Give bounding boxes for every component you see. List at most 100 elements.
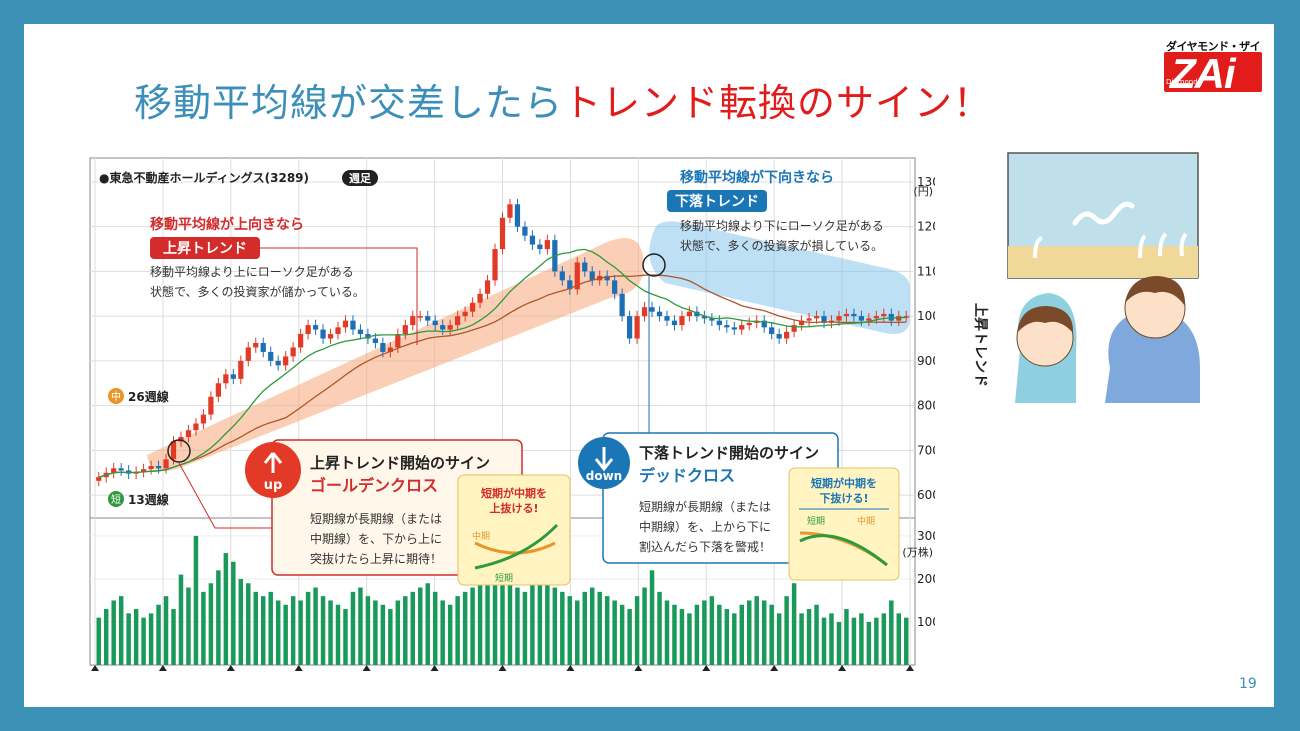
price-axis: 1300 1200 1100 1000 900 800 700 600 bbox=[917, 175, 935, 502]
volume-bar bbox=[208, 583, 214, 665]
candle-body bbox=[170, 441, 177, 460]
period-badge: 週足 bbox=[349, 171, 372, 185]
volume-bar bbox=[238, 578, 244, 665]
volume-bar bbox=[477, 583, 483, 665]
volume-bar bbox=[604, 596, 610, 665]
volume-bar bbox=[806, 609, 812, 665]
candle-body bbox=[574, 262, 580, 290]
candle-body bbox=[380, 343, 386, 352]
candle-body bbox=[612, 280, 618, 294]
candle-body bbox=[245, 347, 251, 361]
volume-bar bbox=[739, 604, 745, 665]
golden-title: 上昇トレンド開始のサイン bbox=[310, 454, 490, 472]
date-tick-mark bbox=[362, 665, 371, 671]
volume-bar bbox=[896, 613, 902, 665]
date-tick-mark bbox=[770, 665, 779, 671]
aquarium-sand bbox=[1008, 246, 1198, 278]
volume-tick-label: 1000 bbox=[917, 615, 935, 629]
golden-leader bbox=[178, 462, 272, 529]
volume-bar bbox=[253, 591, 258, 665]
candle-body bbox=[268, 351, 274, 361]
volume-bar bbox=[485, 557, 490, 665]
volume-bar bbox=[432, 591, 438, 665]
volume-bar bbox=[717, 604, 722, 665]
volume-bar bbox=[440, 600, 445, 665]
candle-body bbox=[499, 217, 506, 250]
price-tick-label: 1300 bbox=[917, 175, 935, 189]
volume-bar bbox=[328, 600, 333, 665]
candle-body bbox=[656, 311, 663, 317]
volume-bar bbox=[814, 604, 819, 665]
candle-body bbox=[327, 334, 334, 339]
brand-logo: ダイヤモンド・ザイ ZAi Diamond bbox=[1162, 38, 1266, 110]
candle-body bbox=[769, 327, 775, 335]
candle-body bbox=[455, 316, 461, 326]
volume-bar bbox=[642, 587, 647, 665]
volume-bar bbox=[133, 609, 139, 665]
dead-inset-short-label: 短期 bbox=[807, 515, 825, 527]
golden-inset-line1: 短期が中期を bbox=[481, 486, 547, 500]
volume-bar bbox=[597, 591, 602, 665]
short-line-label: 13週線 bbox=[128, 492, 169, 507]
candle-body bbox=[873, 316, 879, 319]
volume-bar bbox=[754, 596, 759, 665]
volume-bar bbox=[836, 621, 842, 665]
date-tick-mark bbox=[634, 665, 643, 671]
candle-body bbox=[716, 320, 722, 326]
volume-bar bbox=[702, 600, 707, 665]
date-tick-mark bbox=[498, 665, 507, 671]
volume-bar bbox=[709, 596, 715, 665]
dead-desc-line3: 割込んだら下落を警戒！ bbox=[639, 539, 771, 554]
dead-inset-line1: 短期が中期を bbox=[811, 476, 877, 490]
up-desc-line1: 移動平均線より上にローソク足がある bbox=[150, 264, 354, 279]
volume-bar bbox=[462, 591, 468, 665]
candle-body bbox=[626, 316, 633, 339]
candle-body bbox=[357, 329, 364, 335]
volume-bar bbox=[619, 604, 625, 665]
short-badge: 短 bbox=[111, 493, 121, 506]
volume-bar bbox=[687, 613, 692, 665]
down-icon-label: down bbox=[586, 469, 622, 483]
candle-body bbox=[701, 316, 707, 319]
golden-name: ゴールデンクロス bbox=[310, 476, 438, 495]
volume-bar bbox=[410, 591, 416, 665]
candle-body bbox=[634, 316, 640, 339]
candle-body bbox=[784, 331, 790, 339]
up-trend-badge-bg bbox=[150, 237, 260, 259]
down-trend-band bbox=[649, 221, 910, 334]
volume-bar bbox=[634, 596, 640, 665]
volume-bar bbox=[305, 591, 311, 665]
volume-bar bbox=[552, 587, 558, 665]
volume-bar bbox=[201, 591, 206, 665]
date-tick-mark bbox=[294, 665, 303, 671]
candle-body bbox=[888, 313, 894, 321]
candle-body bbox=[193, 423, 199, 431]
candle-body bbox=[537, 244, 543, 250]
volume-bar bbox=[575, 600, 580, 665]
eel-icon-4 bbox=[1179, 232, 1188, 257]
volume-bar bbox=[515, 587, 520, 665]
volume-bar bbox=[851, 617, 857, 665]
date-tick-mark bbox=[906, 665, 914, 671]
volume-bar bbox=[859, 613, 864, 665]
candle-body bbox=[283, 356, 289, 366]
candle-body bbox=[507, 204, 513, 218]
dead-title: 下落トレンド開始のサイン bbox=[639, 444, 819, 462]
candle-body bbox=[238, 360, 244, 379]
volume-unit: (万株) bbox=[902, 545, 933, 559]
volume-bar bbox=[148, 613, 154, 665]
dead-desc-line2: 中期線）を、上から下に bbox=[639, 519, 771, 534]
candlesticks bbox=[96, 198, 909, 487]
slide-title: 移動平均線が交差したらトレンド転換のサイン！ bbox=[134, 72, 992, 127]
volume-bar bbox=[664, 600, 670, 665]
candle-body bbox=[208, 396, 214, 415]
person-left-hair bbox=[1017, 306, 1074, 333]
candle-body bbox=[858, 316, 865, 321]
golden-cross-marker bbox=[167, 439, 191, 463]
brand-zai: ZAi bbox=[1170, 50, 1236, 97]
eel-icon-1 bbox=[1033, 236, 1043, 259]
mid-badge-bg bbox=[108, 388, 124, 404]
volume-bar bbox=[216, 570, 221, 665]
up-trend-band bbox=[147, 238, 643, 472]
volume-bar bbox=[679, 609, 685, 665]
